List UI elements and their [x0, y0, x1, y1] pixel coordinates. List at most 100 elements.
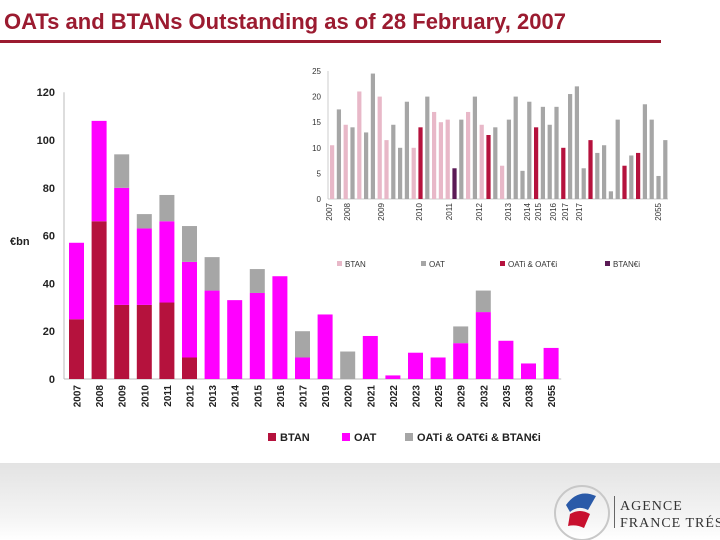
inset-bar — [438, 122, 444, 199]
legend-swatch — [268, 433, 276, 441]
inset-x-tick-label: 2011 — [445, 202, 454, 220]
seal-blue-shape — [566, 493, 596, 512]
inset-x-tick-label: 2008 — [343, 202, 352, 220]
x-tick-label: 2019 — [321, 385, 332, 408]
seal-red-shape — [568, 511, 590, 528]
inset-x-tick-label: 2016 — [549, 202, 558, 220]
bar-segment — [69, 242, 84, 320]
logo-line-1: AGENCE — [620, 499, 683, 514]
bar-segment — [249, 269, 265, 293]
inset-bar — [452, 168, 457, 199]
x-tick-label: 2020 — [344, 385, 355, 408]
inset-x-tick-label: 2015 — [534, 202, 543, 220]
bar-segment — [114, 304, 130, 379]
footer-band — [0, 463, 720, 540]
legend: BTAN OAT OATi & OAT€i & BTAN€i — [268, 432, 541, 444]
y-axis-label: €bn — [10, 236, 30, 248]
inset-bar — [554, 106, 559, 199]
inset-bar — [629, 155, 634, 199]
inset-bar — [574, 86, 580, 199]
x-tick-label: 2007 — [73, 385, 84, 408]
bar-segment — [136, 228, 152, 305]
inset-bar — [527, 101, 532, 199]
inset-bar — [350, 127, 355, 199]
logo-divider — [614, 496, 615, 528]
bar-segment — [385, 375, 401, 379]
inset-bar — [391, 124, 396, 199]
bar-segment — [340, 351, 356, 379]
seal-ring — [554, 485, 610, 540]
inset-bar — [506, 119, 512, 199]
inset-legend-swatch — [500, 261, 505, 266]
y-tick-label: 20 — [43, 326, 55, 338]
inset-x-tick-label: 2014 — [523, 202, 532, 220]
inset-y-tick-label: 0 — [317, 195, 322, 204]
inset-bar — [357, 91, 362, 199]
bar-segment — [272, 276, 288, 379]
page-title: OATs and BTANs Outstanding as of 28 Febr… — [4, 9, 566, 34]
bar-segment — [159, 221, 175, 303]
inset-x-axis-labels: 2007 2008 2009 2010 2011 2012 2013 2014 2015 2016… — [325, 202, 663, 220]
inset-x-tick-label: 2017 — [575, 202, 584, 220]
bar-segment — [159, 194, 175, 222]
agence-france-tresor-logo: AGENCE FRANCE TRÉSOR — [554, 485, 720, 540]
inset-bar — [466, 111, 471, 199]
bar-segment — [204, 257, 220, 291]
inset-y-tick-label: 10 — [312, 144, 321, 153]
inset-x-tick-label: 2017 — [561, 202, 570, 220]
legend-label: OAT — [354, 432, 377, 444]
inset-x-tick-label: 2055 — [654, 202, 663, 220]
inset-bar — [602, 145, 607, 199]
bar-segment — [543, 347, 559, 379]
x-tick-label: 2009 — [118, 385, 129, 408]
bar-segment — [204, 290, 220, 379]
y-tick-label: 40 — [43, 278, 55, 290]
bar-segment — [362, 335, 378, 379]
inset-bar — [459, 119, 464, 199]
y-tick-label: 60 — [43, 231, 55, 243]
inset-bar — [595, 152, 600, 199]
inset-legend-label: OATi & OAT€i — [508, 260, 557, 269]
bar-segment — [453, 326, 469, 344]
inset-bar — [615, 119, 620, 199]
bar-segment — [182, 261, 197, 358]
inset-bar — [425, 96, 430, 199]
inset-bar — [561, 147, 566, 199]
x-tick-label: 2038 — [525, 385, 536, 408]
bar-segment — [295, 357, 310, 379]
inset-bar — [330, 145, 335, 199]
inset-bar — [418, 127, 423, 199]
inset-y-tick-label: 25 — [312, 67, 321, 76]
legend-label: BTAN — [280, 432, 310, 444]
inset-bar — [581, 168, 586, 199]
bar-segment — [182, 226, 197, 262]
inset-bar — [377, 96, 382, 199]
bar-segment — [114, 187, 130, 305]
inset-bar — [534, 127, 539, 199]
x-axis-labels: 2007 2008 2009 2010 2011 2012 2013 2014 2015 2016… — [73, 385, 559, 408]
inset-bar — [520, 170, 525, 199]
inset-bar — [663, 140, 668, 199]
legend-swatch — [405, 433, 413, 441]
inset-bar — [370, 73, 376, 199]
x-tick-label: 2015 — [253, 385, 264, 408]
bars-group — [69, 120, 559, 379]
bar-segment — [159, 302, 175, 379]
inset-bar — [588, 140, 593, 199]
inset-x-tick-label: 2007 — [325, 202, 334, 220]
bar-segment — [136, 214, 152, 229]
bar-segment — [114, 154, 130, 188]
x-tick-label: 2025 — [434, 385, 445, 408]
inset-x-tick-label: 2013 — [504, 202, 513, 220]
inset-bar — [384, 140, 389, 199]
inset-bar — [343, 124, 348, 199]
inset-bar — [472, 96, 478, 199]
bar-segment — [408, 352, 423, 379]
bar-segment — [91, 120, 107, 222]
inset-x-tick-label: 2009 — [377, 202, 386, 220]
inset-legend-swatch — [605, 261, 610, 266]
bar-segment — [475, 290, 491, 313]
y-tick-label: 0 — [49, 374, 55, 386]
